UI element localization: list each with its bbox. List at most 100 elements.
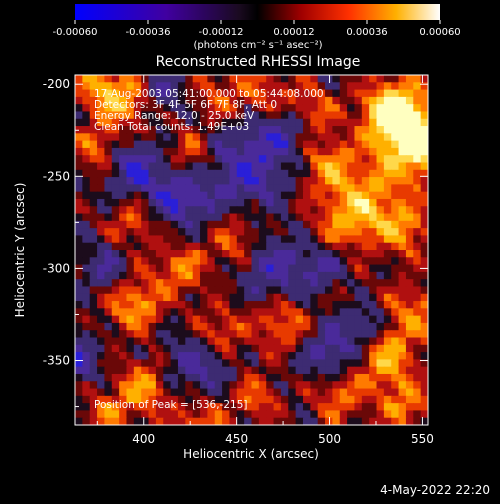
heatmap-cell	[126, 89, 135, 98]
heatmap-cell	[148, 162, 157, 171]
heatmap-cell	[295, 220, 304, 229]
heatmap-cell	[413, 373, 422, 382]
heatmap-cell	[104, 111, 113, 120]
heatmap-cell	[325, 381, 333, 390]
heatmap-cell	[104, 140, 113, 149]
heatmap-cell	[236, 111, 245, 120]
heatmap-cell	[369, 228, 378, 237]
heatmap-cell	[177, 184, 186, 193]
heatmap-cell	[126, 126, 135, 134]
heatmap-cell	[413, 403, 422, 412]
heatmap-cell	[280, 359, 289, 368]
heatmap-cell	[280, 213, 289, 222]
heatmap-cell	[332, 213, 341, 222]
heatmap-cell	[266, 366, 275, 375]
heatmap-cell	[273, 104, 282, 113]
heatmap-cell	[288, 403, 297, 412]
heatmap-cell	[361, 403, 370, 412]
heatmap-cell	[170, 410, 179, 419]
heatmap-cell	[317, 118, 326, 127]
heatmap-cell	[405, 366, 414, 375]
heatmap-cell	[383, 140, 392, 149]
heatmap-cell	[420, 118, 428, 127]
heatmap-cell	[133, 417, 142, 425]
heatmap-cell	[192, 279, 201, 288]
heatmap-cell	[192, 133, 201, 142]
heatmap-cell	[325, 220, 333, 229]
heatmap-cell	[413, 191, 422, 200]
heatmap-cell	[185, 410, 194, 419]
heatmap-cell	[302, 410, 311, 419]
heatmap-cell	[354, 162, 363, 171]
heatmap-cell	[200, 264, 208, 273]
heatmap-cell	[420, 337, 428, 346]
heatmap-cell	[317, 242, 326, 251]
heatmap-cell	[280, 169, 289, 178]
heatmap-cell	[280, 220, 289, 229]
heatmap-cell	[236, 169, 245, 178]
heatmap-cell	[339, 381, 348, 390]
heatmap-cell	[354, 417, 363, 425]
heatmap-cell	[361, 271, 370, 280]
heatmap-cell	[391, 293, 400, 302]
heatmap-cell	[229, 279, 238, 288]
heatmap-cell	[141, 177, 150, 185]
heatmap-cell	[302, 177, 311, 185]
heatmap-cell	[273, 111, 282, 120]
heatmap-cell	[339, 359, 348, 368]
heatmap-cell	[398, 155, 407, 164]
heatmap-cell	[185, 308, 194, 317]
heatmap-cell	[376, 271, 385, 280]
heatmap-cell	[170, 133, 179, 142]
heatmap-cell	[302, 301, 311, 309]
heatmap-cell	[75, 228, 83, 237]
heatmap-cell	[82, 366, 91, 375]
heatmap-cell	[177, 410, 186, 419]
heatmap-cell	[148, 147, 157, 156]
heatmap-cell	[310, 177, 319, 185]
heatmap-cell	[148, 417, 157, 425]
heatmap-cell	[185, 264, 194, 273]
heatmap-cell	[288, 96, 297, 105]
heatmap-cell	[420, 184, 428, 193]
heatmap-cell	[119, 286, 128, 295]
heatmap-cell	[148, 264, 157, 273]
heatmap-cell	[236, 410, 245, 419]
heatmap-cell	[420, 162, 428, 171]
heatmap-cell	[192, 301, 201, 309]
heatmap-cell	[405, 111, 414, 120]
heatmap-cell	[280, 264, 289, 273]
heatmap-cell	[258, 206, 267, 215]
heatmap-cell	[126, 410, 135, 419]
heatmap-cell	[170, 264, 179, 273]
heatmap-cell	[207, 140, 216, 149]
heatmap-cell	[266, 257, 275, 266]
heatmap-cell	[273, 228, 282, 237]
heatmap-cell	[376, 118, 385, 127]
heatmap-cell	[148, 330, 157, 339]
heatmap-cell	[361, 395, 370, 404]
heatmap-cell	[244, 177, 253, 185]
heatmap-cell	[75, 330, 83, 339]
heatmap-cell	[75, 140, 83, 149]
heatmap-cell	[97, 162, 106, 171]
heatmap-cell	[302, 322, 311, 331]
heatmap-cell	[251, 228, 260, 237]
heatmap-cell	[266, 359, 275, 368]
heatmap-cell	[244, 89, 253, 98]
heatmap-cell	[155, 104, 164, 113]
heatmap-cell	[207, 104, 216, 113]
heatmap-cell	[413, 279, 422, 288]
heatmap-cell	[354, 228, 363, 237]
heatmap-cell	[163, 330, 172, 339]
heatmap-cell	[214, 198, 223, 207]
heatmap-cell	[170, 89, 179, 98]
heatmap-cell	[258, 250, 267, 258]
heatmap-cell	[104, 206, 113, 215]
heatmap-cell	[251, 257, 260, 266]
heatmap-cell	[347, 330, 356, 339]
heatmap-cell	[214, 118, 223, 127]
heatmap-cell	[126, 337, 135, 346]
heatmap-cell	[200, 410, 208, 419]
